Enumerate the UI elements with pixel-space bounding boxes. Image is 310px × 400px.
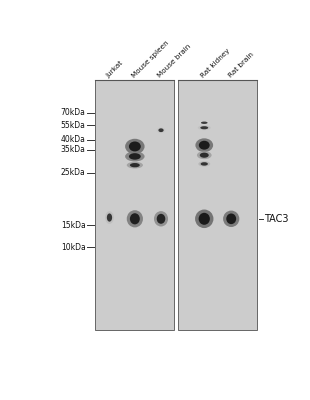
Text: Rat brain: Rat brain [227,51,255,79]
Ellipse shape [129,153,141,160]
Ellipse shape [201,215,208,222]
Ellipse shape [198,125,211,130]
Ellipse shape [199,213,210,225]
Ellipse shape [130,213,140,224]
Ellipse shape [195,210,214,228]
Ellipse shape [125,151,144,162]
Ellipse shape [105,211,114,224]
Ellipse shape [199,141,210,150]
Ellipse shape [157,127,165,133]
Text: Jurkat: Jurkat [105,60,124,79]
Ellipse shape [202,217,206,221]
Ellipse shape [200,153,209,158]
Text: 40kDa: 40kDa [61,135,86,144]
Ellipse shape [223,210,239,227]
Ellipse shape [199,214,209,224]
Ellipse shape [127,210,143,228]
Ellipse shape [226,214,236,224]
Ellipse shape [131,143,139,150]
Ellipse shape [107,214,112,222]
Ellipse shape [229,217,233,221]
Bar [178,80,257,330]
Ellipse shape [201,122,208,124]
Text: 10kDa: 10kDa [61,243,86,252]
Text: 15kDa: 15kDa [61,220,86,230]
Ellipse shape [154,211,168,226]
Text: TAC3: TAC3 [264,214,289,224]
Ellipse shape [133,145,137,148]
Text: 55kDa: 55kDa [61,121,86,130]
Text: Rat kidney: Rat kidney [200,47,232,79]
Ellipse shape [200,126,208,129]
Ellipse shape [158,128,164,132]
Ellipse shape [202,144,206,147]
Ellipse shape [133,217,137,221]
Ellipse shape [201,142,208,148]
Text: 70kDa: 70kDa [61,108,86,117]
Ellipse shape [199,121,210,125]
Ellipse shape [130,163,140,167]
Bar [95,80,175,330]
Ellipse shape [228,216,234,222]
Text: 35kDa: 35kDa [61,145,86,154]
Text: Mouse spleen: Mouse spleen [131,40,170,79]
Ellipse shape [195,138,213,152]
Ellipse shape [157,214,165,224]
Ellipse shape [197,151,212,159]
Ellipse shape [129,142,141,152]
Ellipse shape [201,162,208,166]
Ellipse shape [133,155,137,158]
Text: 25kDa: 25kDa [61,168,86,177]
Ellipse shape [125,139,144,154]
Text: Mouse brain: Mouse brain [157,43,192,79]
Ellipse shape [127,162,143,168]
Ellipse shape [198,161,210,166]
